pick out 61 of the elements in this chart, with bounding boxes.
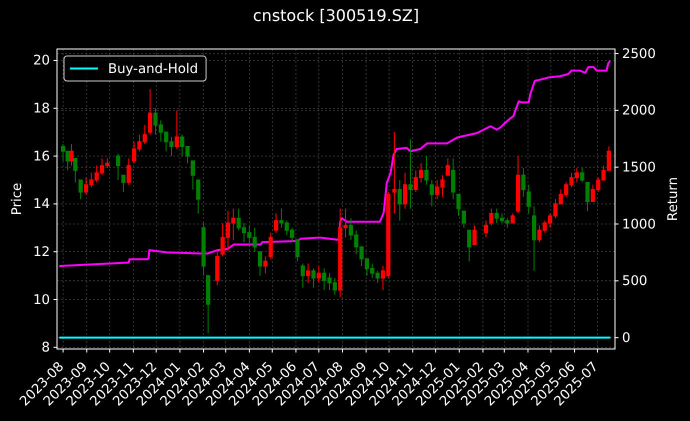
y-tick-label: 18 (33, 102, 50, 117)
candlestick (73, 158, 78, 183)
candlestick (392, 132, 396, 214)
candlestick (190, 160, 195, 190)
candlestick (300, 263, 305, 288)
candlestick (430, 179, 434, 207)
candlestick (484, 220, 488, 238)
candlestick (174, 110, 179, 150)
y-axis-title: Price (10, 182, 25, 216)
candlestick (585, 182, 590, 212)
y-tick-label: 16 (33, 149, 50, 164)
candlestick (121, 174, 126, 192)
candlestick (258, 251, 262, 276)
candlestick (402, 172, 408, 210)
candlestick (148, 88, 152, 136)
y2-axis-title: Return (666, 176, 681, 222)
candlestick (196, 179, 200, 214)
candlestick (451, 158, 456, 200)
y-tick-label: 8 (42, 340, 50, 356)
candlestick (398, 179, 402, 222)
candlestick (526, 184, 531, 214)
candlestick (206, 275, 210, 334)
y2-tick-label: 2500 (622, 46, 656, 62)
candlestick (263, 256, 268, 274)
legend-label: Buy-and-Hold (108, 62, 198, 78)
candlestick (408, 138, 413, 210)
candlestick (126, 158, 131, 186)
line-series (59, 60, 611, 268)
candlestick (516, 156, 520, 214)
candlestick (78, 179, 83, 200)
candlestick (116, 153, 120, 180)
candlestick (274, 212, 278, 234)
candlestick (532, 206, 536, 272)
candlestick (215, 251, 220, 286)
candlestick (467, 230, 472, 262)
candlestick (311, 268, 316, 288)
y-tick-label: 20 (33, 54, 50, 69)
y2-tick-label: 0 (622, 330, 630, 346)
y-tick-label: 14 (33, 197, 50, 212)
candlestick (306, 263, 310, 284)
candlestick (446, 158, 450, 176)
candlestick (268, 232, 273, 260)
candlestick (462, 210, 466, 228)
chart-title: cnstock [300519.SZ] (252, 6, 420, 25)
y-tick-label: 12 (33, 244, 50, 260)
y2-tick-label: 500 (622, 274, 648, 290)
candlestick (295, 239, 300, 262)
candlestick (201, 222, 206, 276)
y2-tick-label: 1500 (622, 160, 656, 176)
candlestick (580, 168, 584, 183)
candlestick (510, 212, 515, 224)
y2-tick-label: 1000 (622, 217, 656, 232)
y2-tick-label: 2000 (622, 104, 656, 119)
y-tick-label: 10 (33, 292, 50, 308)
candlestick (521, 168, 526, 198)
candlestick (424, 156, 429, 186)
candlestick (456, 194, 461, 216)
candlestick (316, 266, 321, 284)
candlestick (472, 224, 477, 246)
candlestick (69, 144, 74, 166)
candlestick (489, 208, 494, 226)
